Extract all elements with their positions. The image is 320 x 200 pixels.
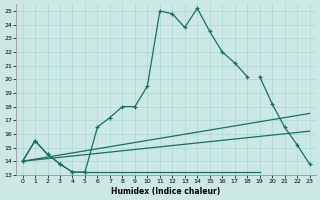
- X-axis label: Humidex (Indice chaleur): Humidex (Indice chaleur): [111, 187, 221, 196]
